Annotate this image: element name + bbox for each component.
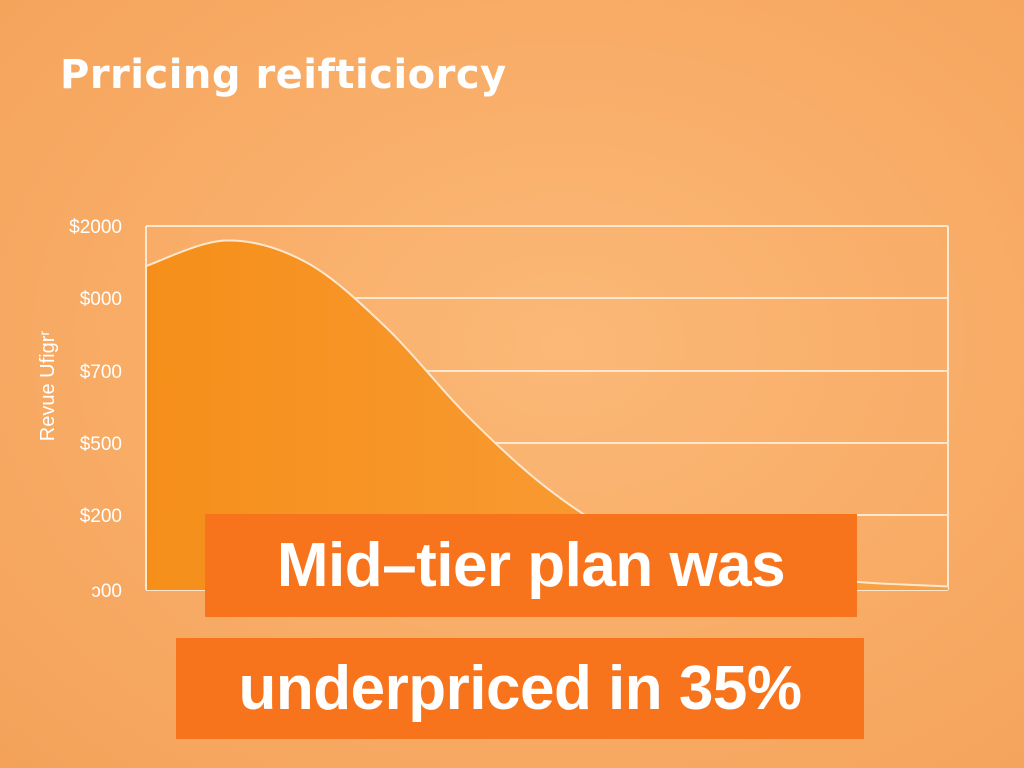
y-axis-label: Revue Ufigrʳ [37, 331, 59, 442]
y-tick-label: $2000 [69, 217, 122, 238]
chart-title: Prricing reifticiorcy [60, 52, 507, 98]
y-tick-label: $500 [80, 434, 122, 455]
y-tick-label: $700 [80, 362, 122, 383]
y-axis: Revue Ufigrʳ $2000 $000 $700 $500 $200 ɔ00 [37, 217, 147, 602]
callout-line-1: Mid–tier plan was [205, 514, 857, 617]
y-tick-label: $200 [80, 506, 122, 527]
callout-line-2: underpriced in 35% [176, 638, 864, 739]
y-tick-label: $000 [80, 289, 122, 310]
area-fill [146, 240, 948, 591]
y-tick-label: ɔ00 [91, 581, 122, 602]
